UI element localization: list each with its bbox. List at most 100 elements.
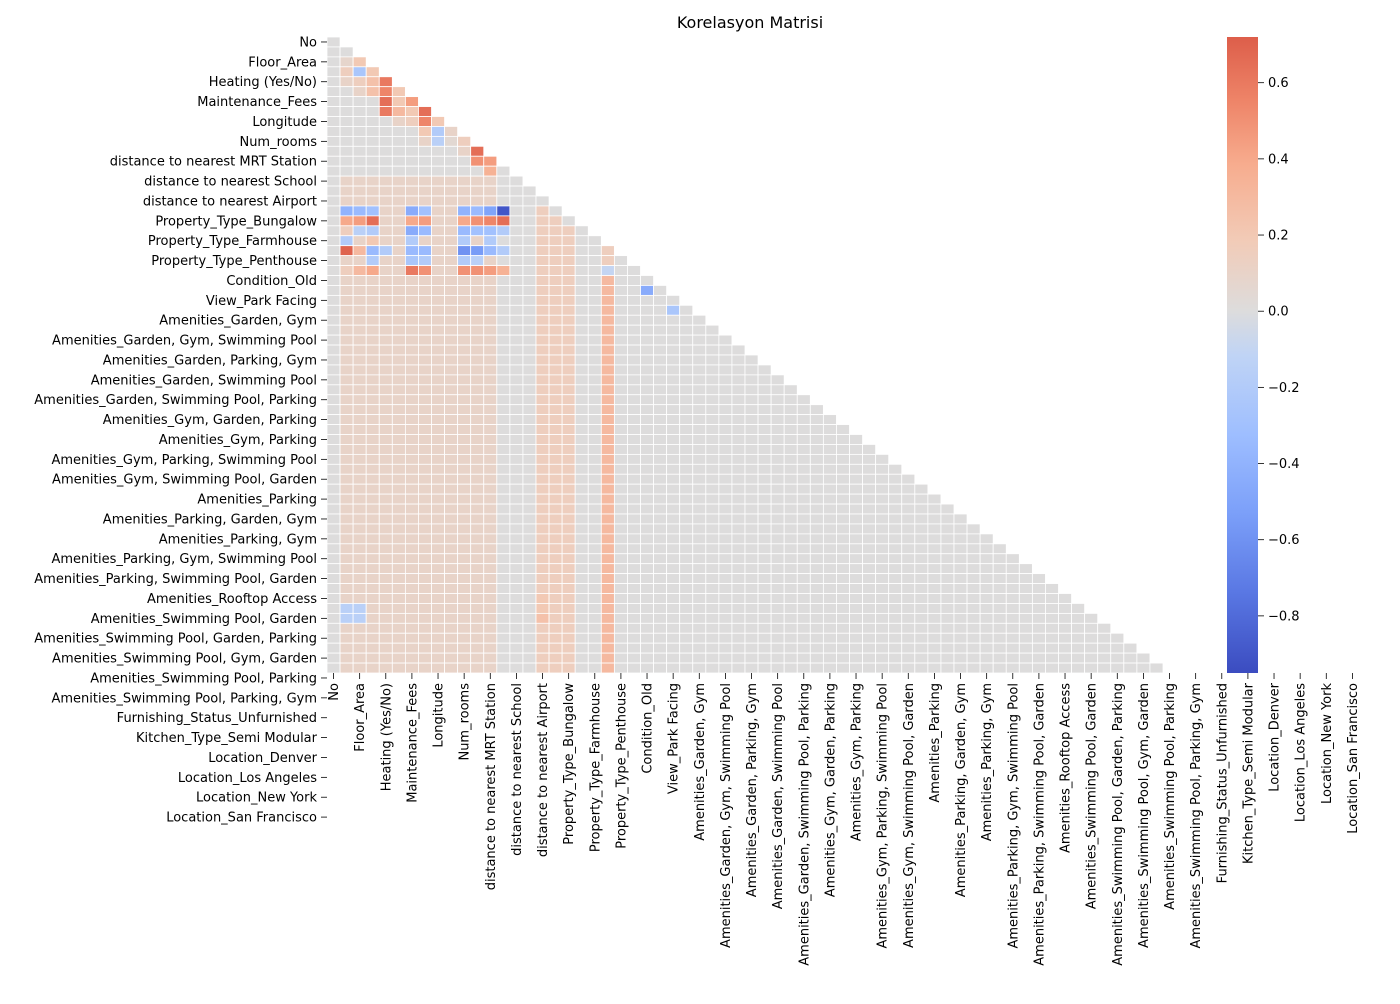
heatmap-cell <box>391 334 406 346</box>
heatmap-cell <box>927 662 942 674</box>
heatmap-cell <box>862 444 877 455</box>
heatmap-cell <box>809 632 824 644</box>
heatmap-cell <box>862 503 877 515</box>
heatmap-cell <box>365 553 380 565</box>
heatmap-cell <box>561 255 576 266</box>
heatmap-cell <box>483 434 498 445</box>
heatmap-cell <box>822 583 837 594</box>
heatmap-cell <box>548 344 563 356</box>
heatmap-cell <box>849 553 863 565</box>
heatmap-cell <box>640 453 654 465</box>
heatmap-cell <box>796 612 811 624</box>
heatmap-cell <box>483 513 498 525</box>
heatmap-cell <box>418 652 432 664</box>
heatmap-cell <box>692 404 707 416</box>
heatmap-cell <box>718 473 733 485</box>
heatmap-cell <box>509 553 524 565</box>
heatmap-cell <box>326 225 341 237</box>
heatmap-cell <box>627 483 641 495</box>
heatmap-cell <box>574 314 589 326</box>
x-tick-label: Amenities_Swimming Pool, Parking, Gym <box>1189 683 1204 949</box>
heatmap-cell <box>692 364 707 376</box>
heatmap-cell <box>901 622 916 634</box>
heatmap-cell <box>1005 632 1020 644</box>
heatmap-cell <box>600 463 615 475</box>
heatmap-cell <box>404 583 419 594</box>
heatmap-cell <box>431 603 445 614</box>
heatmap-cell <box>927 603 942 614</box>
heatmap-cell <box>404 116 419 127</box>
heatmap-cell <box>457 195 472 207</box>
heatmap-cell <box>352 205 367 217</box>
heatmap-cell <box>901 652 916 664</box>
heatmap-cell <box>757 583 772 594</box>
heatmap-cell <box>470 175 485 187</box>
heatmap-cell <box>352 453 367 465</box>
heatmap-cell <box>692 493 707 505</box>
heatmap-cells <box>326 36 1164 674</box>
heatmap-cell <box>457 354 472 366</box>
heatmap-cell <box>705 384 720 396</box>
heatmap-cell <box>378 106 393 117</box>
x-tick-label: Amenities_Garden, Parking, Gym <box>745 683 760 897</box>
heatmap-cell <box>431 334 445 346</box>
heatmap-cell <box>365 255 380 266</box>
heatmap-cell <box>705 473 720 485</box>
heatmap-cell <box>548 265 563 276</box>
heatmap-cell <box>522 603 537 614</box>
heatmap-cell <box>535 513 550 525</box>
heatmap-cell <box>666 473 681 485</box>
heatmap-cell <box>470 334 485 346</box>
heatmap-cell <box>770 374 785 386</box>
heatmap-cell <box>535 265 550 276</box>
heatmap-cell <box>352 642 367 654</box>
heatmap-cell <box>509 285 524 296</box>
heatmap-cell <box>953 543 968 555</box>
heatmap-cell <box>653 285 668 296</box>
heatmap-cell <box>822 553 837 565</box>
heatmap-cell <box>365 493 380 505</box>
heatmap-cell <box>705 652 720 664</box>
heatmap-cell <box>444 404 459 416</box>
heatmap-cell <box>339 245 354 257</box>
y-tick-label: Amenities_Gym, Swimming Pool, Garden <box>52 473 317 488</box>
heatmap-cell <box>875 513 890 525</box>
heatmap-cell <box>457 205 472 217</box>
heatmap-cell <box>822 533 837 545</box>
heatmap-cell <box>692 503 707 515</box>
heatmap-cell <box>522 593 537 604</box>
heatmap-cell <box>496 245 511 257</box>
heatmap-cell <box>836 652 850 664</box>
heatmap-cell <box>457 503 472 515</box>
heatmap-cell <box>731 374 746 386</box>
heatmap-cell <box>457 235 472 247</box>
heatmap-cell <box>548 374 563 386</box>
heatmap-cell <box>731 404 746 416</box>
heatmap-cell <box>418 364 432 376</box>
heatmap-cell <box>875 553 890 565</box>
heatmap-cell <box>1045 662 1059 674</box>
heatmap-cell <box>783 503 798 515</box>
heatmap-cell <box>901 503 916 515</box>
heatmap-cell <box>378 195 393 207</box>
heatmap-cell <box>613 354 628 366</box>
heatmap-cell <box>1005 612 1020 624</box>
heatmap-cell <box>483 225 498 237</box>
heatmap-cell <box>548 612 563 624</box>
heatmap-cell <box>613 275 628 286</box>
heatmap-cell <box>600 453 615 465</box>
heatmap-cell <box>509 245 524 257</box>
heatmap-cell <box>979 632 994 644</box>
heatmap-cell <box>627 314 641 326</box>
heatmap-cell <box>587 583 602 594</box>
heatmap-cell <box>339 255 354 266</box>
heatmap-cell <box>326 364 341 376</box>
y-tick-label: Location_Los Angeles <box>178 771 317 786</box>
heatmap-cell <box>796 414 811 425</box>
heatmap-cell <box>404 354 419 366</box>
heatmap-cell <box>378 225 393 237</box>
heatmap-cell <box>613 334 628 346</box>
heatmap-cell <box>457 135 472 147</box>
heatmap-cell <box>522 513 537 525</box>
heatmap-cell <box>992 553 1007 565</box>
